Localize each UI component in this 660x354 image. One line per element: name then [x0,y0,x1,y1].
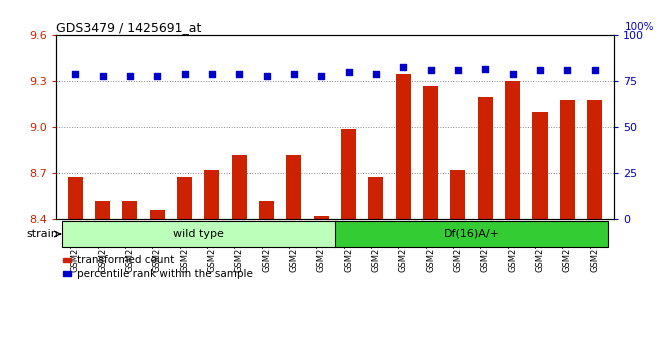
Point [480,66,490,72]
Point [125,73,135,79]
Point [398,64,409,69]
Bar [68,177,82,219]
Point [589,68,600,73]
Point [562,68,573,73]
Text: Df(16)A/+: Df(16)A/+ [444,229,500,239]
Point [97,73,108,79]
Bar [122,201,137,219]
Bar [423,86,438,219]
Point [343,69,354,75]
Bar [396,74,411,219]
Bar [505,81,520,219]
Bar [368,177,383,219]
Bar [341,129,356,219]
Bar [205,170,219,219]
Bar [314,216,329,219]
Bar [478,97,493,219]
Bar [286,155,302,219]
Bar [63,271,71,276]
Bar [560,100,575,219]
Bar [61,221,609,247]
Point [152,73,162,79]
Bar [63,258,71,263]
Bar [451,170,465,219]
Bar [335,221,609,247]
Bar [177,177,192,219]
Text: percentile rank within the sample: percentile rank within the sample [77,269,252,279]
Point [316,73,327,79]
Bar [587,100,602,219]
Point [180,71,190,77]
Point [425,68,436,73]
Point [371,71,381,77]
Point [508,71,518,77]
Text: transformed count: transformed count [77,255,174,265]
Text: 100%: 100% [625,22,655,32]
Text: wild type: wild type [173,229,224,239]
Bar [95,201,110,219]
Bar [533,112,548,219]
Point [207,71,217,77]
Text: GDS3479 / 1425691_at: GDS3479 / 1425691_at [56,21,201,34]
Point [453,68,463,73]
Bar [150,210,165,219]
Bar [61,221,335,247]
Point [261,73,272,79]
Bar [232,155,247,219]
Point [535,68,545,73]
Text: strain: strain [26,229,58,239]
Point [288,71,299,77]
Point [234,71,245,77]
Point [70,71,81,77]
Bar [259,201,274,219]
